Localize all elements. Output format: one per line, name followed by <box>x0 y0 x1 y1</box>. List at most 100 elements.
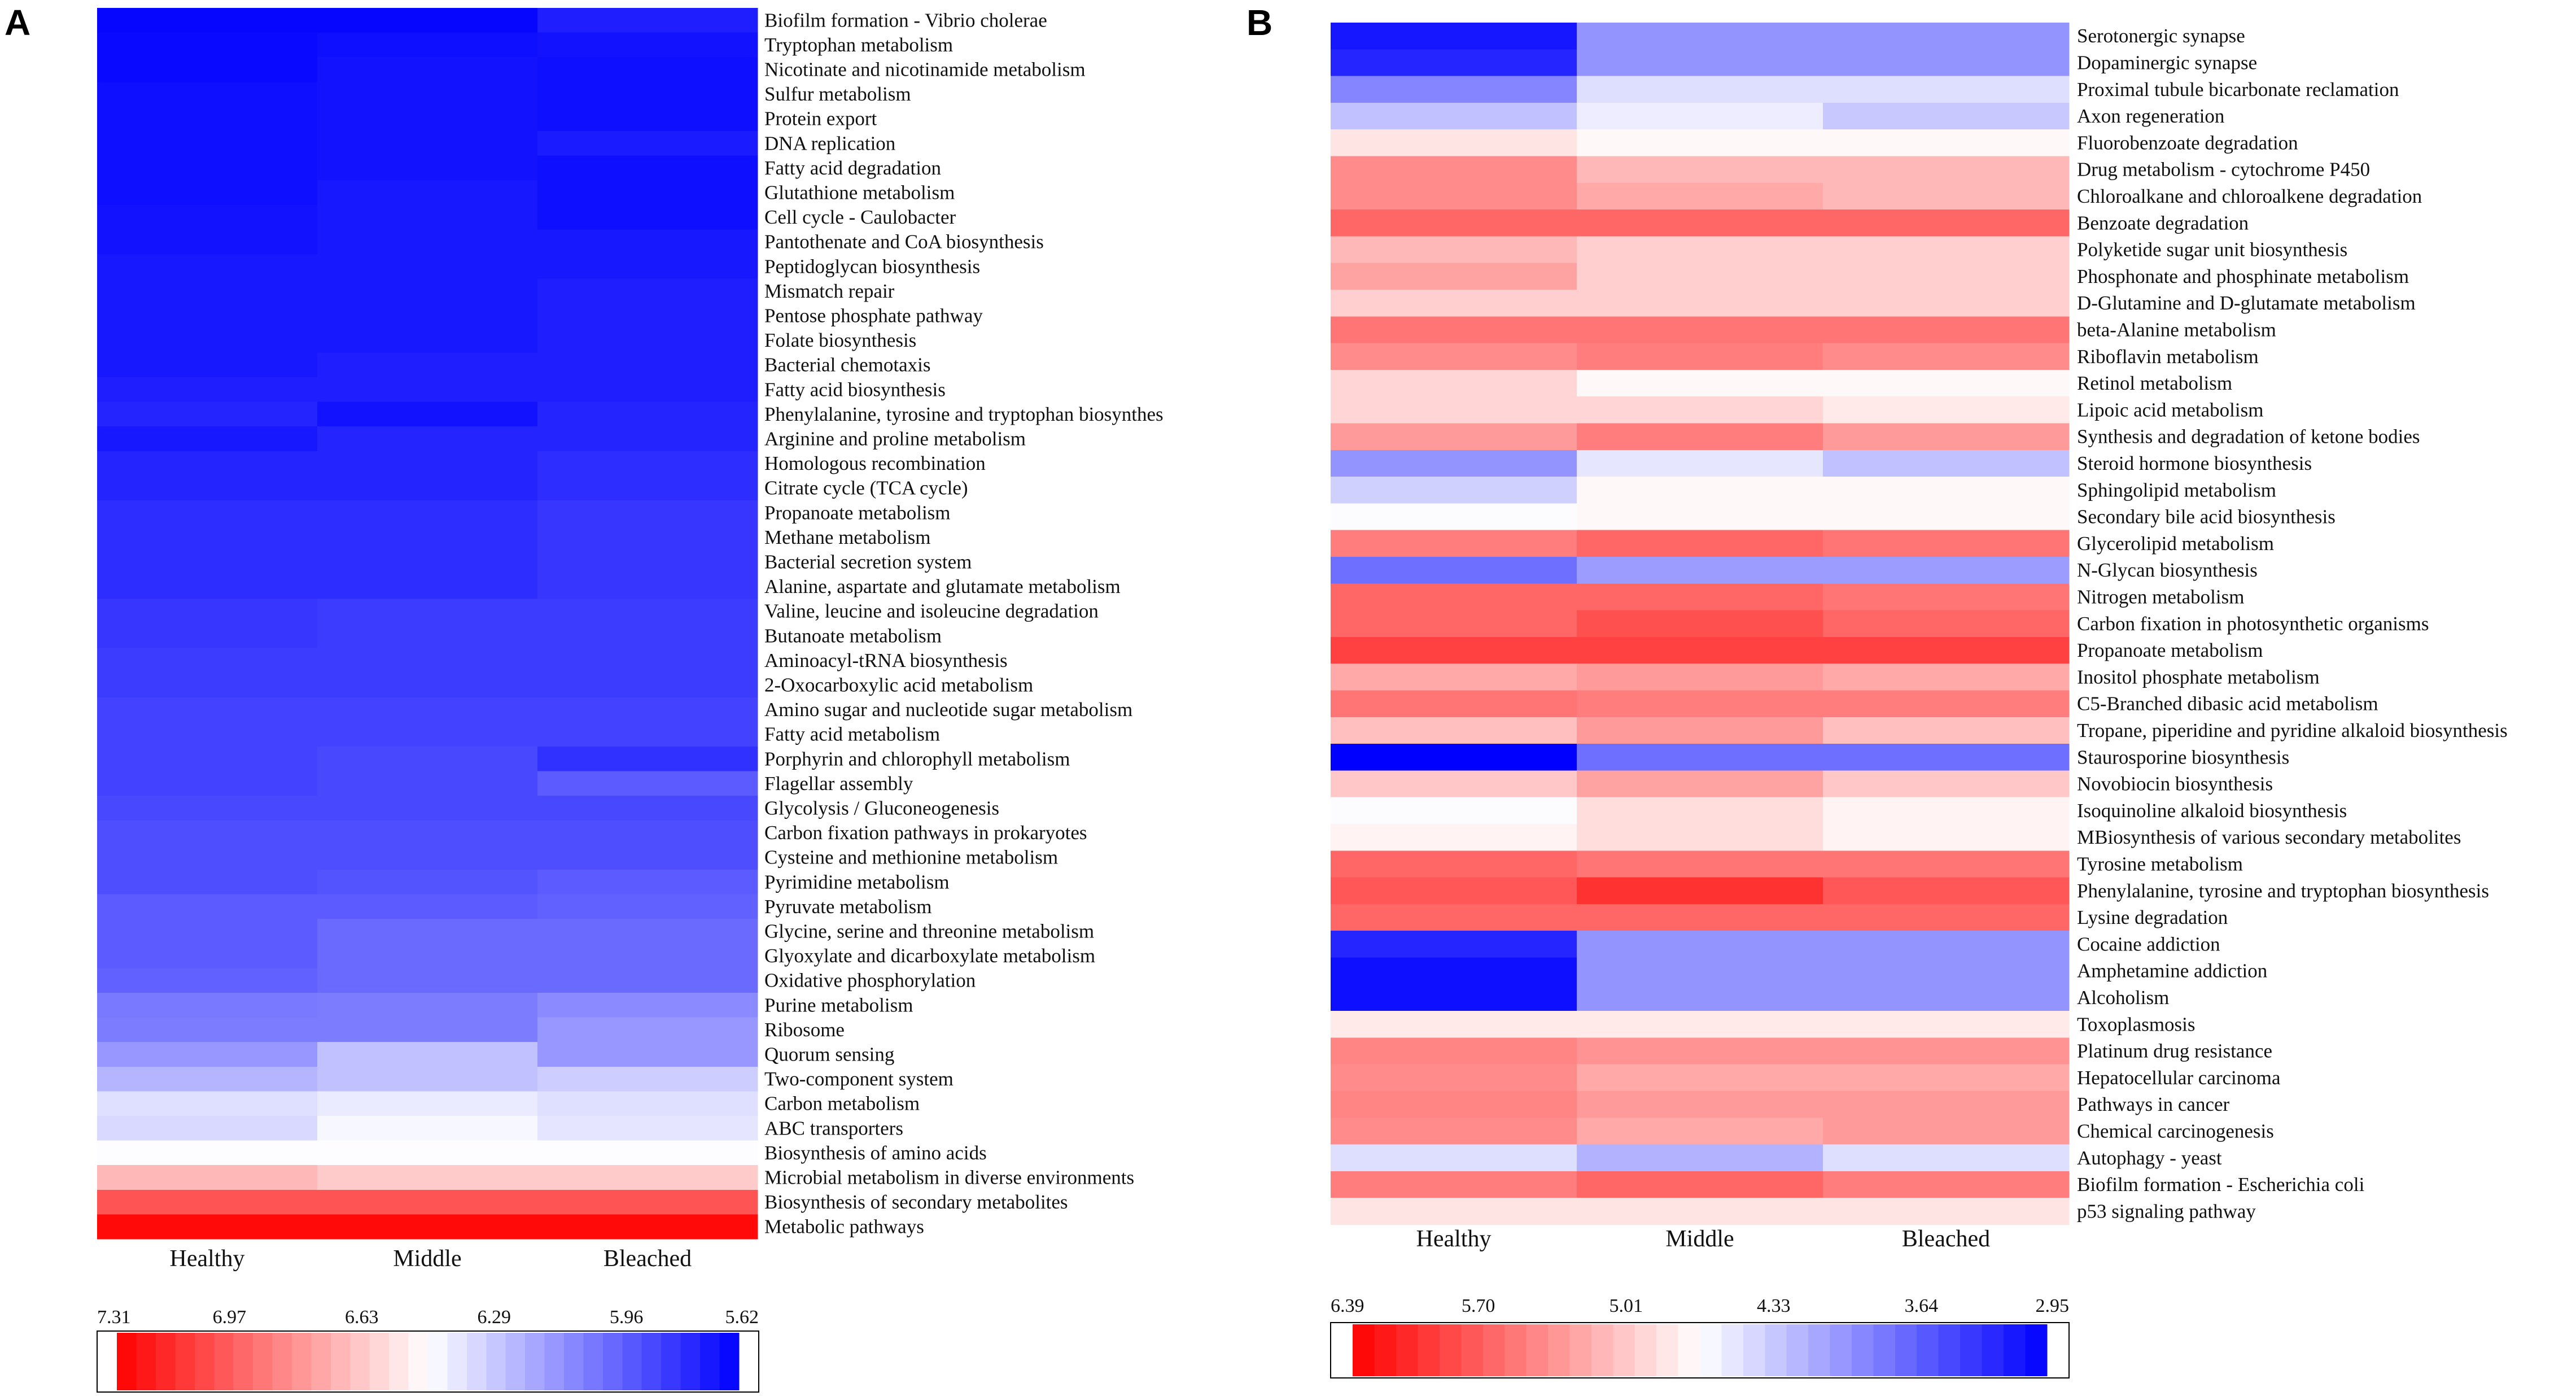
heatmap-a-cell-butanoate-metabolism-bleached <box>537 623 758 649</box>
heatmap-b-cell-proximal-tubule-bicarbonate-reclamation-middle <box>1577 76 1823 103</box>
colorbar-a-swatch <box>641 1333 662 1390</box>
colorbar-b-swatch <box>1808 1324 1831 1376</box>
heatmap-a-cell-glyoxylate-and-dicarboxylate-metabolism-middle <box>317 943 538 969</box>
heatmap-a-row-label: Glycine, serine and threonine metabolism <box>764 921 1094 943</box>
colorbar-a-swatch <box>156 1333 176 1390</box>
colorbar-b-swatch <box>1765 1324 1787 1376</box>
heatmap-a-cell-pyrimidine-metabolism-middle <box>317 870 538 895</box>
heatmap-a-row-label: Biosynthesis of amino acids <box>764 1142 987 1164</box>
heatmap-b-cell-tyrosine-metabolism-bleached <box>1823 850 2070 878</box>
heatmap-a-cell-fatty-acid-degradation-bleached <box>537 155 758 181</box>
heatmap-a-cell-biosynthesis-of-amino-acids-middle <box>317 1140 538 1166</box>
colorbar-a-swatch <box>253 1333 273 1390</box>
heatmap-a-cell-tryptophan-metabolism-middle <box>317 32 538 58</box>
heatmap-b-cell-beta-alanine-metabolism-bleached <box>1823 316 2070 344</box>
heatmap-b-cell-benzoate-degradation-middle <box>1577 210 1823 237</box>
heatmap-a-cell-peptidoglycan-biosynthesis-bleached <box>537 254 758 280</box>
heatmap-a-row-label: Aminoacyl-tRNA biosynthesis <box>764 649 1008 671</box>
colorbar-b-swatch <box>1830 1324 1852 1376</box>
heatmap-a-cell-bacterial-secretion-system-bleached <box>537 549 758 575</box>
heatmap-a-cell-arginine-and-proline-metabolism-middle <box>317 426 538 452</box>
heatmap-a-cell-ribosome-bleached <box>537 1017 758 1042</box>
heatmap-a-cell-valine-leucine-and-isoleucine-degradation-bleached <box>537 599 758 624</box>
heatmap-a-cell-aminoacyl-trna-biosynthesis-bleached <box>537 648 758 673</box>
heatmap-a-cell-metabolic-pathways-healthy <box>97 1214 318 1240</box>
heatmap-a-row-label: Glutathione metabolism <box>764 182 955 204</box>
heatmap-a-cell-carbon-fixation-pathways-in-prokaryotes-middle <box>317 820 538 845</box>
heatmap-a-cell-sulfur-metabolism-middle <box>317 81 538 107</box>
colorbar-a-swatch <box>408 1333 428 1390</box>
heatmap-a-cell-porphyrin-and-chlorophyll-metabolism-middle <box>317 747 538 772</box>
heatmap-a-row-label: Glyoxylate and dicarboxylate metabolism <box>764 945 1095 967</box>
colorbar-b-swatch <box>1700 1324 1722 1376</box>
heatmap-a-row-label: Bacterial secretion system <box>764 551 972 573</box>
heatmap-a-cell-bacterial-secretion-system-middle <box>317 549 538 575</box>
heatmap-b-cell-mbiosynthesis-of-various-secondary-metabolites-bleached <box>1823 824 2070 851</box>
heatmap-a-row-label: Cell cycle - Caulobacter <box>764 206 956 228</box>
heatmap-b-cell-proximal-tubule-bicarbonate-reclamation-healthy <box>1331 76 1577 103</box>
heatmap-a-row-label: Pyrimidine metabolism <box>764 871 950 893</box>
colorbar-b-swatch <box>1938 1324 1961 1376</box>
heatmap-a-cell-biosynthesis-of-amino-acids-bleached <box>537 1140 758 1166</box>
heatmap-b-row-label: Carbon fixation in photosynthetic organi… <box>2077 613 2429 635</box>
colorbar-b-swatch <box>1851 1324 1874 1376</box>
heatmap-a-row-label: Propanoate metabolism <box>764 501 951 524</box>
heatmap-a-cell-biosynthesis-of-secondary-metabolites-healthy <box>97 1189 318 1215</box>
heatmap-b-row-label: MBiosynthesis of various secondary metab… <box>2077 826 2461 848</box>
heatmap-a-cell-bacterial-chemotaxis-healthy <box>97 352 318 378</box>
heatmap-a-cell-abc-transporters-bleached <box>537 1116 758 1141</box>
colorbar-b-swatch <box>1873 1324 1896 1376</box>
heatmap-a-cell-alanine-aspartate-and-glutamate-metabolism-middle <box>317 574 538 599</box>
heatmap-a-cell-folate-biosynthesis-middle <box>317 328 538 353</box>
heatmap-a-cell-pentose-phosphate-pathway-middle <box>317 303 538 329</box>
heatmap-a-cell-flagellar-assembly-bleached <box>537 771 758 796</box>
heatmap-b-cell-riboflavin-metabolism-healthy <box>1331 343 1577 370</box>
heatmap-b-cell-tropane-piperidine-and-pyridine-alkaloid-biosynthesis-middle <box>1577 717 1823 744</box>
heatmap-b-cell-chloroalkane-and-chloroalkene-degradation-bleached <box>1823 182 2070 210</box>
heatmap-b-cell-amphetamine-addiction-healthy <box>1331 957 1577 985</box>
heatmap-a-cell-oxidative-phosphorylation-middle <box>317 968 538 993</box>
colorbar-a-swatch <box>350 1333 370 1390</box>
heatmap-b-cell-sphingolipid-metabolism-bleached <box>1823 477 2070 504</box>
heatmap-b-cell-c5-branched-dibasic-acid-metabolism-middle <box>1577 690 1823 718</box>
heatmap-b-cell-serotonergic-synapse-healthy <box>1331 23 1577 50</box>
heatmap-a-cell-glycine-serine-and-threonine-metabolism-middle <box>317 919 538 944</box>
heatmap-a-row-label: Peptidoglycan biosynthesis <box>764 255 980 277</box>
heatmap-b-cell-pathways-in-cancer-bleached <box>1823 1091 2070 1118</box>
colorbar-b-swatch <box>1505 1324 1527 1376</box>
heatmap-a-cell-purine-metabolism-middle <box>317 993 538 1018</box>
colorbar-a-swatch <box>117 1333 137 1390</box>
heatmap-b-cell-propanoate-metabolism-bleached <box>1823 636 2070 664</box>
heatmap-b-row-label: Autophagy - yeast <box>2077 1147 2222 1169</box>
heatmap-b-row-label: Proximal tubule bicarbonate reclamation <box>2077 78 2399 101</box>
heatmap-b-cell-amphetamine-addiction-middle <box>1577 957 1823 985</box>
heatmap-a-cell-dna-replication-bleached <box>537 131 758 156</box>
heatmap-a-cell-cell-cycle-caulobacter-middle <box>317 204 538 230</box>
heatmap-b-column-label-healthy: Healthy <box>1416 1226 1492 1252</box>
heatmap-b-cell-chemical-carcinogenesis-middle <box>1577 1118 1823 1145</box>
heatmap-b-row-label: Isoquinoline alkaloid biosynthesis <box>2077 800 2347 822</box>
heatmap-a-cell-pyruvate-metabolism-middle <box>317 894 538 919</box>
heatmap-a-cell-butanoate-metabolism-healthy <box>97 623 318 649</box>
heatmap-b-row-label: Novobiocin biosynthesis <box>2077 773 2273 795</box>
heatmap-a-cell-pantothenate-and-coa-biosynthesis-middle <box>317 229 538 255</box>
heatmap-b-row-label: Steroid hormone biosynthesis <box>2077 452 2312 474</box>
heatmap-a-cell-nicotinate-and-nicotinamide-metabolism-bleached <box>537 57 758 82</box>
heatmap-a-cell-citrate-cycle-tca-cycle-middle <box>317 475 538 501</box>
heatmap-b-cell-platinum-drug-resistance-healthy <box>1331 1037 1577 1065</box>
colorbar-a-tick-label: 6.29 <box>477 1307 511 1328</box>
colorbar-a-swatch <box>486 1333 506 1390</box>
heatmap-b-cell-pathways-in-cancer-healthy <box>1331 1091 1577 1118</box>
heatmap-b-cell-sphingolipid-metabolism-middle <box>1577 477 1823 504</box>
heatmap-b-cell-lysine-degradation-bleached <box>1823 904 2070 931</box>
heatmap-b-row-label: Alcoholism <box>2077 987 2169 1009</box>
heatmap-b-cell-beta-alanine-metabolism-middle <box>1577 316 1823 344</box>
heatmap-a-cell-dna-replication-middle <box>317 131 538 156</box>
colorbar-a-swatch <box>194 1333 215 1390</box>
heatmap-a-row-label: Biofilm formation - Vibrio cholerae <box>764 9 1047 31</box>
colorbar-b-swatch <box>2003 1324 2026 1376</box>
heatmap-a-row-label: Phenylalanine, tyrosine and tryptophan b… <box>764 403 1164 425</box>
heatmap-b-cell-lysine-degradation-middle <box>1577 904 1823 931</box>
heatmap-a-row-label: Bacterial chemotaxis <box>764 354 930 376</box>
